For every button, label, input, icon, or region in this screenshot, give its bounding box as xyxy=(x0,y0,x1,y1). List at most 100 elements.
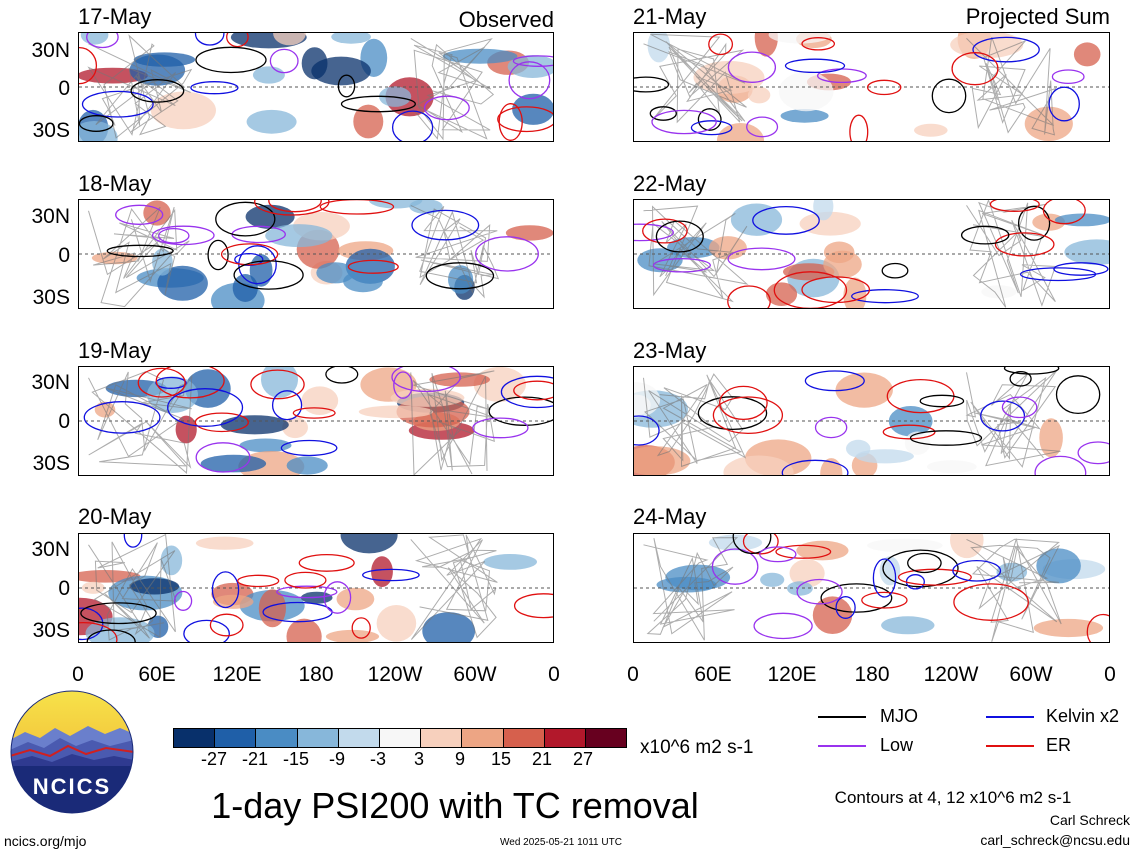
shading-blob xyxy=(881,616,935,635)
contour-line xyxy=(972,36,1040,63)
contour-line xyxy=(351,617,371,639)
colorbar-swatch xyxy=(378,729,421,747)
lat-label-0: 0 xyxy=(58,577,70,600)
contour-line xyxy=(226,33,249,48)
shading-blob xyxy=(239,438,292,453)
shading-blob xyxy=(316,262,355,284)
shading-blob xyxy=(667,237,720,259)
contour-line xyxy=(1001,396,1038,419)
shading-blob xyxy=(820,458,843,475)
shading-blob xyxy=(282,416,308,439)
contour-line xyxy=(220,243,279,266)
contour-line xyxy=(651,109,717,135)
contour-line xyxy=(209,613,244,637)
lat-label-30n: 30N xyxy=(31,371,70,394)
shading-blob xyxy=(311,56,371,86)
colorbar-tick: -3 xyxy=(369,749,386,769)
contour-line xyxy=(215,201,276,237)
shading-blob xyxy=(340,534,398,554)
contour-line xyxy=(86,629,136,642)
lon-label: 120E xyxy=(767,663,817,686)
contour-line xyxy=(907,552,942,574)
contour-line xyxy=(1053,262,1109,276)
contours-note: Contours at 4, 12 x10^6 m2 s-1 xyxy=(834,788,1072,807)
contour-line xyxy=(1003,367,1060,375)
shading-blob xyxy=(867,538,943,553)
contour-line xyxy=(254,200,330,216)
contour-line xyxy=(513,380,553,401)
contour-line xyxy=(1009,370,1032,387)
map-panel xyxy=(633,533,1110,643)
panel-date: 24-May xyxy=(633,504,707,529)
map-field xyxy=(79,33,553,141)
shading-blob xyxy=(1036,548,1081,584)
shading-blob xyxy=(799,211,861,236)
colorbar-tick: 21 xyxy=(531,749,553,769)
contour-line xyxy=(268,200,322,213)
colorbar-swatch xyxy=(543,729,585,747)
map-field xyxy=(634,367,1109,475)
shading-blob xyxy=(212,594,254,609)
colorbar-tick: 3 xyxy=(413,749,424,769)
contour-line xyxy=(475,236,539,272)
contour-line xyxy=(115,204,164,225)
contour-line xyxy=(953,583,1029,621)
contour-line xyxy=(652,258,711,273)
contour-line xyxy=(323,581,352,614)
map-field xyxy=(634,534,1109,642)
panel-title: Observed xyxy=(458,7,554,32)
contour-line xyxy=(183,619,230,642)
coastline xyxy=(87,34,495,141)
logo-text: NCICS xyxy=(32,774,112,799)
contour-line xyxy=(292,407,336,419)
contour-line xyxy=(882,549,959,588)
shading-blob xyxy=(904,431,931,455)
shading-blob xyxy=(780,109,829,123)
map-field xyxy=(79,367,553,475)
footer-email[interactable]: carl_schreck@ncsu.edu xyxy=(980,832,1130,848)
shading-blob xyxy=(647,33,670,63)
footer-website[interactable]: ncics.org/mjo xyxy=(4,833,87,849)
contour-line xyxy=(980,400,1026,432)
legend-line-low xyxy=(818,745,866,747)
shading-blob xyxy=(835,372,893,408)
shading-blob xyxy=(376,605,417,642)
contour-line xyxy=(742,534,779,555)
shading-blob xyxy=(926,460,977,474)
shading-blob xyxy=(505,225,553,241)
panel-date: 23-May xyxy=(633,338,707,363)
contour-line xyxy=(835,596,856,619)
contour-line xyxy=(861,591,908,609)
legend-line-mjo xyxy=(818,716,866,718)
contour-line xyxy=(866,79,902,96)
contour-line xyxy=(690,120,733,136)
panel-date: 22-May xyxy=(633,171,707,196)
panel-date: 20-May xyxy=(78,504,152,529)
contour-line xyxy=(238,245,277,285)
shading-blob xyxy=(855,449,914,464)
contour-line xyxy=(195,46,267,74)
contour-line xyxy=(207,239,229,271)
shading-blob xyxy=(246,109,297,134)
map-panel xyxy=(78,199,554,309)
shading-blob xyxy=(286,456,328,475)
contour-line xyxy=(137,367,186,398)
shading-blob xyxy=(789,559,825,588)
coastline xyxy=(643,33,1057,136)
shading-blob xyxy=(1039,418,1063,458)
contour-line xyxy=(284,571,327,589)
contour-line xyxy=(393,371,413,399)
shading-blob xyxy=(813,200,834,221)
lon-label: 60E xyxy=(694,663,732,686)
shading-blob xyxy=(747,86,771,104)
coastline xyxy=(643,369,1061,468)
contour-line xyxy=(784,58,846,74)
lon-label: 60W xyxy=(453,663,497,686)
contour-line xyxy=(298,553,355,572)
shading-blob xyxy=(325,629,380,642)
panel-title: Projected Sum xyxy=(965,4,1110,29)
shading-blob xyxy=(950,534,984,559)
contour-line xyxy=(872,558,897,598)
shading-blob xyxy=(760,572,785,587)
contour-line xyxy=(497,106,553,133)
